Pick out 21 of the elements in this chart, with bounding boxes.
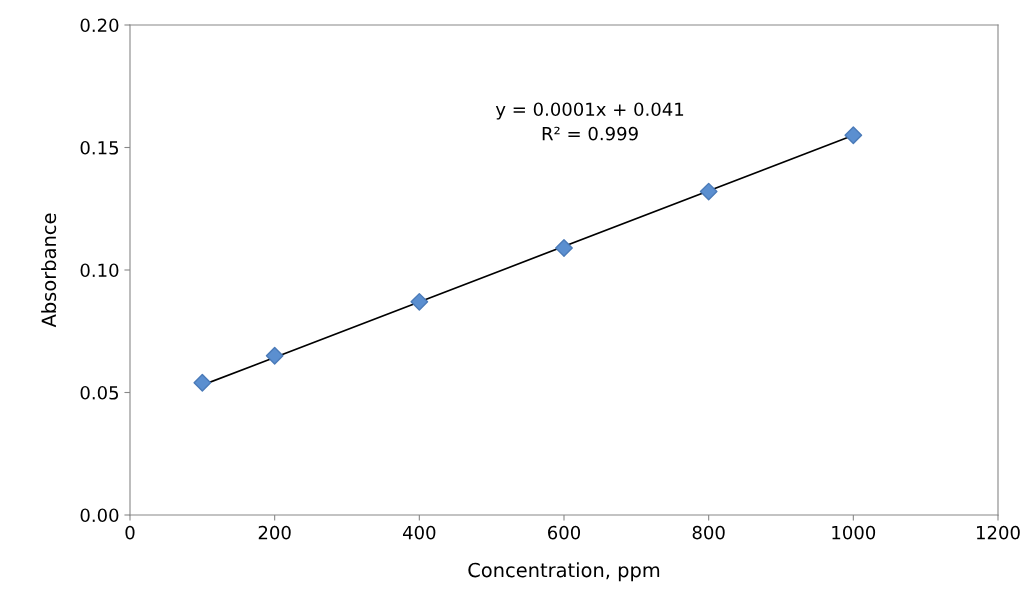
y-tick-label: 0.15 xyxy=(80,140,119,155)
y-tick-label: 0.10 xyxy=(80,263,119,278)
x-tick-label: 0 xyxy=(125,525,135,540)
point xyxy=(193,373,212,392)
x-tick-label: 1000 xyxy=(832,525,876,540)
annotation: y = 0.0001x + 0.041 R² = 0.999 xyxy=(495,102,684,141)
y-axis-title: Absorbance xyxy=(41,213,57,328)
x-tick-label: 600 xyxy=(548,525,581,540)
point xyxy=(699,182,718,201)
x-axis-title: Concentration, ppm xyxy=(468,562,660,582)
y-tick-label: 0.05 xyxy=(80,385,119,400)
y-tick-label: 0.20 xyxy=(80,18,119,33)
x-tick-label: 200 xyxy=(258,525,291,540)
x-tick-label: 1200 xyxy=(977,525,1020,540)
y-tick-label: 0.00 xyxy=(80,508,119,523)
point xyxy=(410,292,429,311)
point xyxy=(265,346,284,365)
x-tick-label: 400 xyxy=(402,525,436,540)
point xyxy=(555,239,573,257)
x-tick-label: 800 xyxy=(692,525,725,540)
point xyxy=(844,126,863,145)
